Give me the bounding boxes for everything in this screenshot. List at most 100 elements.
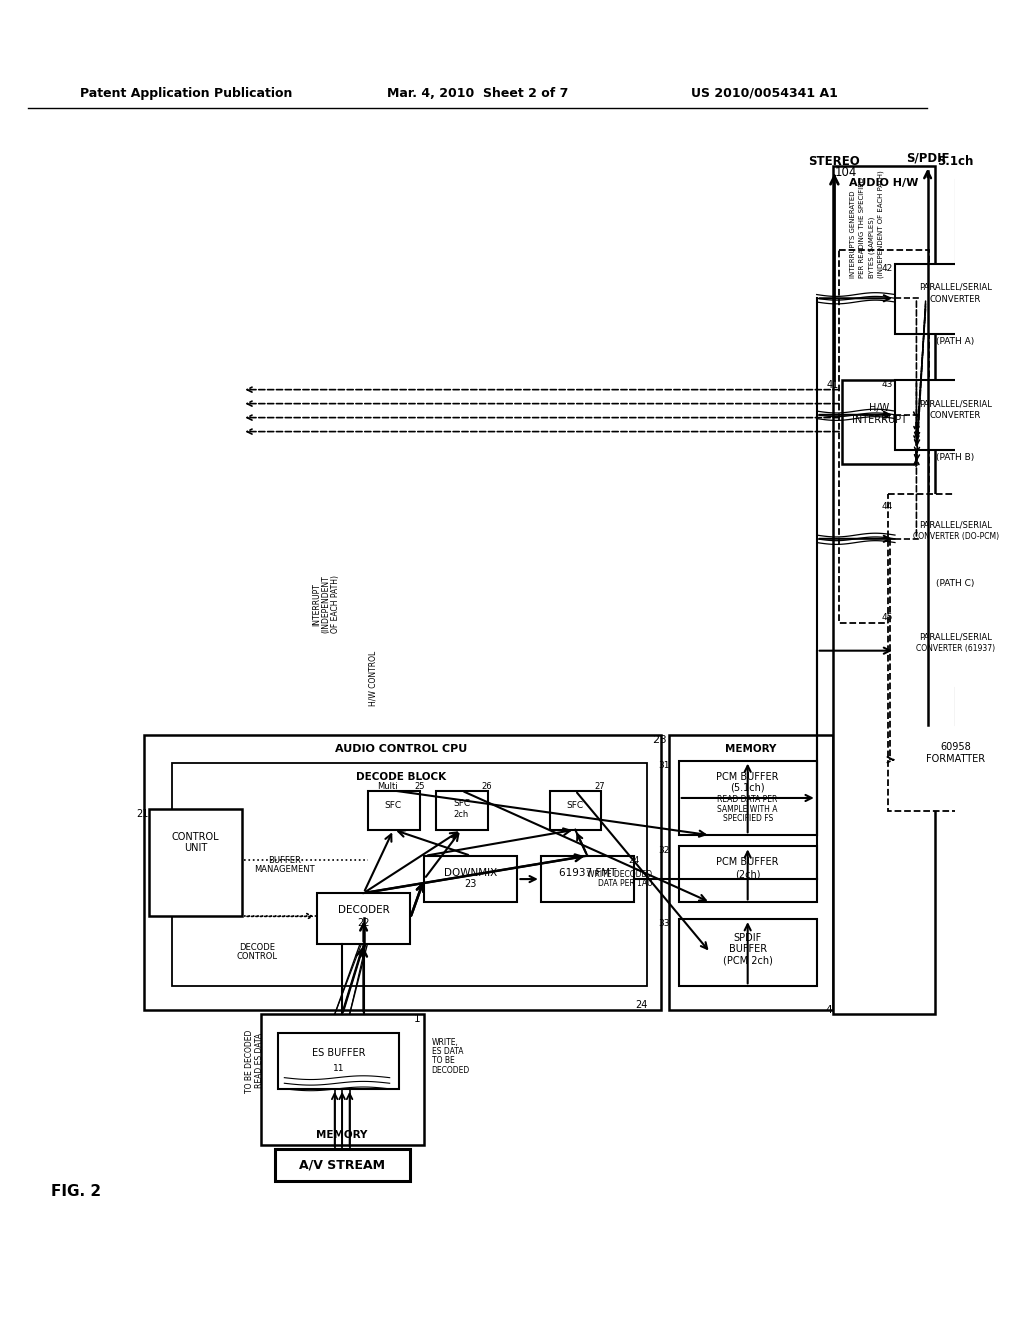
Text: READ DATA PER: READ DATA PER [718,796,778,804]
Bar [895,502,1016,576]
Text: DECODE BLOCK: DECODE BLOCK [355,771,445,781]
Text: INTERRUPT: INTERRUPT [852,416,906,425]
Text: TO BE DECODED: TO BE DECODED [246,1030,254,1093]
Text: PARALLEL/SERIAL: PARALLEL/SERIAL [920,520,992,529]
Text: H/W CONTROL: H/W CONTROL [369,651,378,706]
Text: 2: 2 [652,735,659,744]
Text: FIG. 2: FIG. 2 [51,1184,101,1199]
Text: TO BE: TO BE [432,1056,455,1065]
Text: BUFFER: BUFFER [268,855,301,865]
Text: Mar. 4, 2010  Sheet 2 of 7: Mar. 4, 2010 Sheet 2 of 7 [387,87,568,100]
Text: SFC: SFC [453,799,470,808]
Text: ES BUFFER: ES BUFFER [311,1048,366,1059]
Text: 32: 32 [658,846,670,855]
Bar [895,614,1016,688]
Bar [172,763,647,986]
Bar [895,725,1016,795]
Text: INTERRUPTS GENERATED: INTERRUPTS GENERATED [850,190,856,277]
Text: PCM BUFFER: PCM BUFFER [717,857,779,867]
Text: 4: 4 [826,1005,833,1015]
Text: INTERRUPT: INTERRUPT [312,582,322,626]
Text: 44: 44 [882,502,893,511]
Text: READ ES DATA: READ ES DATA [255,1034,263,1089]
Bar [275,1150,411,1181]
Text: BUFFER: BUFFER [729,944,767,954]
Text: 24: 24 [629,855,640,865]
Bar [895,380,1016,450]
Text: Multi: Multi [378,781,398,791]
Text: (PATH C): (PATH C) [936,579,975,587]
Text: STEREO: STEREO [809,154,860,168]
Text: (5.1ch): (5.1ch) [730,783,765,793]
Bar [143,735,660,1010]
Text: CONVERTER (61937): CONVERTER (61937) [916,644,995,653]
Text: DECODE: DECODE [240,942,275,952]
Text: PARALLEL/SERIAL: PARALLEL/SERIAL [920,399,992,408]
Bar [889,494,1024,810]
Text: DATA PER 1AU: DATA PER 1AU [598,879,652,888]
Text: (PATH A): (PATH A) [937,337,975,346]
Text: CONTROL: CONTROL [172,832,219,842]
Bar [895,264,1016,334]
Bar [150,809,243,916]
Text: 27: 27 [595,781,605,791]
Text: S/PDIF: S/PDIF [906,152,949,165]
Text: 42: 42 [882,264,893,273]
Bar [436,791,487,830]
Bar [839,249,930,623]
Bar [424,855,517,903]
Text: (INDEPENDENT OF EACH PATH): (INDEPENDENT OF EACH PATH) [878,170,885,277]
Text: CONVERTER: CONVERTER [930,412,981,420]
Text: SFC: SFC [566,801,584,810]
Text: 2ch: 2ch [454,810,469,820]
Text: MEMORY: MEMORY [725,743,776,754]
Bar [679,760,817,836]
Bar [679,919,817,986]
Text: WRITE DECODED: WRITE DECODED [588,870,652,879]
Text: (PATH B): (PATH B) [937,453,975,462]
Bar [317,894,411,944]
Text: H/W: H/W [869,404,889,413]
Text: 11: 11 [333,1064,344,1073]
Text: 23: 23 [465,879,477,888]
Bar [369,791,420,830]
Text: AUDIO H/W: AUDIO H/W [849,178,919,187]
Text: SFC: SFC [385,801,402,810]
Text: 45: 45 [882,614,893,623]
Text: Patent Application Publication: Patent Application Publication [80,87,293,100]
Bar [670,735,833,1010]
Text: (INDEPENDENT: (INDEPENDENT [322,576,331,632]
Text: PCM BUFFER: PCM BUFFER [717,771,779,781]
Text: 33: 33 [657,919,670,928]
Text: PARALLEL/SERIAL: PARALLEL/SERIAL [920,632,992,642]
Text: MANAGEMENT: MANAGEMENT [254,866,314,874]
Bar [842,380,916,465]
Text: 61937 FMT: 61937 FMT [559,867,616,878]
Text: SPECIFIED FS: SPECIFIED FS [723,814,773,822]
Text: DECODER: DECODER [338,904,389,915]
Text: WRITE,: WRITE, [432,1038,459,1047]
Text: PARALLEL/SERIAL: PARALLEL/SERIAL [920,282,992,292]
Bar [833,166,935,1014]
Text: 26: 26 [481,781,492,791]
Text: PER READING THE SPECIFIED: PER READING THE SPECIFIED [859,177,865,277]
Text: US 2010/0054341 A1: US 2010/0054341 A1 [691,87,838,100]
Text: 31: 31 [657,760,670,770]
Text: ES DATA: ES DATA [432,1047,463,1056]
Text: OF EACH PATH): OF EACH PATH) [331,576,340,634]
Bar [550,791,601,830]
Text: UNIT: UNIT [184,843,208,853]
Text: CONVERTER (DO-PCM): CONVERTER (DO-PCM) [912,532,998,541]
Text: 5.1ch: 5.1ch [937,154,974,168]
Text: 21: 21 [136,809,148,820]
Bar [261,1014,424,1144]
Text: A/V STREAM: A/V STREAM [299,1159,385,1172]
Text: (2ch): (2ch) [735,870,761,879]
Text: CONVERTER: CONVERTER [930,294,981,304]
Text: AUDIO CONTROL CPU: AUDIO CONTROL CPU [335,743,467,754]
Text: 41: 41 [826,380,839,391]
Text: DECODED: DECODED [432,1065,470,1074]
Text: 25: 25 [414,781,424,791]
Text: BYTES (SAMPLES): BYTES (SAMPLES) [868,216,874,277]
Text: SAMPLE WITH A: SAMPLE WITH A [718,805,778,813]
